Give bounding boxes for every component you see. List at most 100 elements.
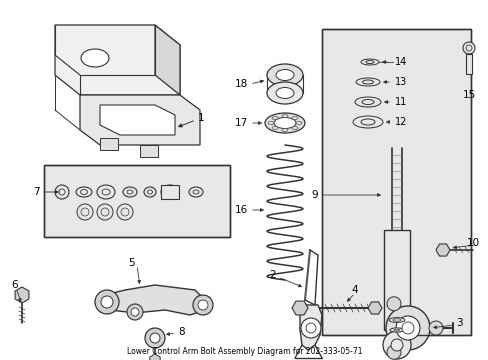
Bar [100,138,118,150]
Text: 10: 10 [466,238,479,248]
Circle shape [81,208,89,216]
Text: 4: 4 [351,285,358,295]
Polygon shape [291,301,307,315]
Polygon shape [15,287,29,303]
Ellipse shape [266,82,303,104]
Ellipse shape [352,116,382,128]
Ellipse shape [59,189,65,195]
Bar [465,54,471,74]
Ellipse shape [193,190,199,194]
Polygon shape [80,95,200,145]
Circle shape [150,333,160,343]
Text: 6: 6 [12,280,18,290]
Circle shape [145,328,164,348]
Ellipse shape [266,64,303,86]
Circle shape [390,339,402,351]
Circle shape [131,308,139,316]
Ellipse shape [161,185,179,199]
Text: 5: 5 [128,258,135,268]
Circle shape [428,321,442,335]
Ellipse shape [264,113,305,133]
Ellipse shape [295,122,302,125]
Text: Lower Control Arm Bolt Assembly Diagram for 202-333-05-71: Lower Control Arm Bolt Assembly Diagram … [126,347,362,356]
Ellipse shape [127,190,133,194]
Ellipse shape [388,318,404,323]
Ellipse shape [143,187,156,197]
Text: 15: 15 [462,90,475,100]
Ellipse shape [55,185,69,199]
Bar [321,29,470,335]
Ellipse shape [393,329,399,331]
Ellipse shape [275,69,293,81]
Ellipse shape [271,126,278,130]
Bar [44,165,229,237]
Ellipse shape [361,99,373,104]
Circle shape [198,300,207,310]
Text: 11: 11 [394,97,407,107]
Text: 1: 1 [198,113,204,123]
Ellipse shape [282,114,287,117]
Circle shape [101,208,109,216]
Ellipse shape [392,319,400,321]
Circle shape [385,306,429,350]
Ellipse shape [147,190,152,194]
Circle shape [193,295,213,315]
Circle shape [101,296,113,308]
Circle shape [301,318,320,338]
Circle shape [117,204,133,220]
Ellipse shape [389,328,403,332]
Ellipse shape [360,119,374,125]
Polygon shape [435,244,449,256]
Circle shape [305,323,315,333]
Ellipse shape [97,185,115,199]
Circle shape [465,45,471,51]
Ellipse shape [291,117,297,120]
Ellipse shape [267,122,273,125]
Polygon shape [155,25,180,95]
Bar [44,165,229,237]
Ellipse shape [81,49,109,67]
Text: 14: 14 [394,57,407,67]
Text: 13: 13 [394,77,407,87]
Ellipse shape [81,189,87,194]
Circle shape [382,331,410,359]
Ellipse shape [291,126,297,130]
Ellipse shape [355,78,379,86]
Circle shape [386,345,400,359]
Polygon shape [103,285,204,315]
Text: 9: 9 [311,190,317,200]
Text: 18: 18 [234,79,247,89]
Ellipse shape [360,59,378,65]
Ellipse shape [354,97,380,107]
Bar [140,145,158,157]
Polygon shape [55,25,180,95]
Bar [321,29,470,335]
Circle shape [121,208,129,216]
Text: 12: 12 [394,117,407,127]
Bar [383,230,409,330]
Text: 7: 7 [33,187,40,197]
Polygon shape [299,305,321,350]
Bar [161,185,179,199]
Ellipse shape [271,117,278,120]
Text: 16: 16 [234,205,247,215]
Circle shape [77,204,93,220]
Ellipse shape [189,187,203,197]
Ellipse shape [365,60,373,63]
Circle shape [401,322,413,334]
Circle shape [95,290,119,314]
Text: 17: 17 [234,118,247,128]
Ellipse shape [76,187,92,197]
Ellipse shape [123,187,137,197]
Polygon shape [100,105,175,135]
Circle shape [386,297,400,311]
Text: 8: 8 [178,327,184,337]
Text: 2: 2 [269,270,275,280]
Circle shape [127,304,142,320]
Ellipse shape [362,80,373,84]
Circle shape [395,316,419,340]
Polygon shape [149,354,160,360]
Ellipse shape [273,117,295,129]
Ellipse shape [275,87,293,99]
Polygon shape [367,302,381,314]
